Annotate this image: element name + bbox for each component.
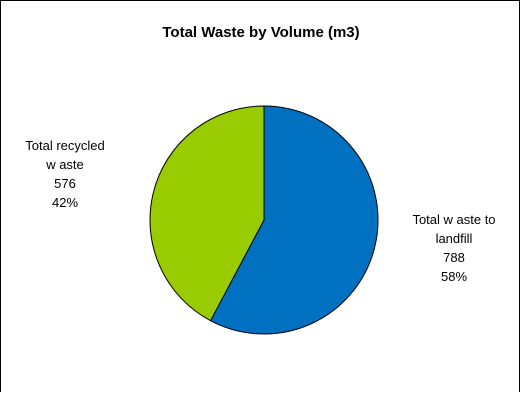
slice-label-recycled-name-2: w aste xyxy=(46,157,84,172)
slice-label-recycled-value: 576 xyxy=(54,176,76,191)
slice-label-recycled-percent: 42% xyxy=(51,195,79,210)
slice-label-landfill: Total w aste to landfill 788 58% xyxy=(394,210,514,286)
slice-label-landfill-name-2: landfill xyxy=(435,231,473,246)
pie-slice-landfill xyxy=(209,105,379,335)
slice-label-landfill-value: 788 xyxy=(443,250,465,265)
slice-label-recycled-name-1: Total recycled xyxy=(25,138,105,153)
slice-label-landfill-name-1: Total w aste to xyxy=(412,212,496,227)
slice-label-landfill-percent: 58% xyxy=(440,269,468,284)
chart-title: Total Waste by Volume (m3) xyxy=(162,24,360,41)
pie-slice-recycled xyxy=(149,105,265,322)
slice-label-recycled: Total recycled w aste 576 42% xyxy=(5,136,125,212)
